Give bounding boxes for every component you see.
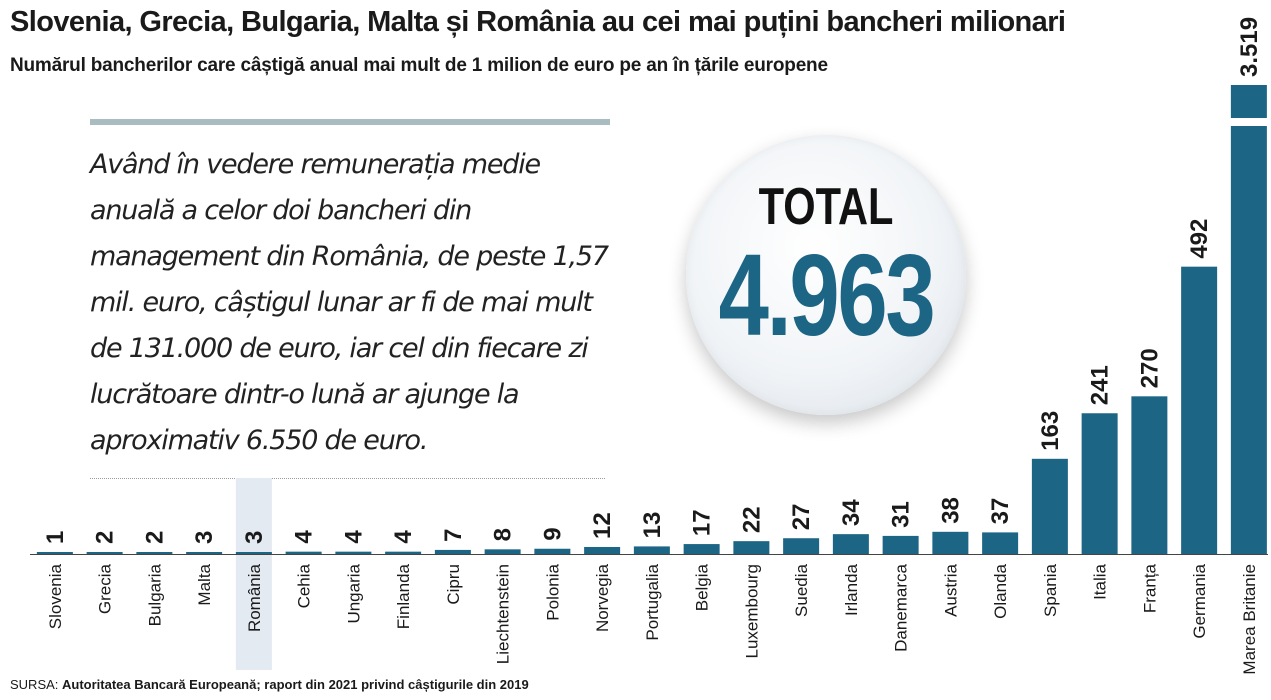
category-label-austria: Austria	[941, 563, 960, 616]
bar-slovenia	[36, 552, 73, 554]
category-label-olanda: Olanda	[991, 563, 1010, 618]
value-label-grecia: 2	[92, 531, 119, 544]
bar-grecia	[86, 552, 123, 554]
source-note: SURSA: Autoritatea Bancară Europeană; ra…	[10, 677, 529, 692]
category-label-norvegia: Norvegia	[593, 563, 612, 632]
bar-olanda	[982, 532, 1019, 554]
value-label-belgia: 17	[689, 509, 716, 536]
value-label-austria: 38	[937, 497, 964, 524]
bar-suedia	[783, 538, 820, 554]
total-badge: TOTAL 4.963	[686, 135, 966, 415]
bar-belgia	[683, 544, 720, 554]
bar-marea-britanie	[1230, 85, 1267, 554]
category-label-belgia: Belgia	[693, 563, 712, 611]
value-label-liechtenstein: 8	[490, 528, 517, 541]
value-label-malta: 3	[191, 531, 218, 544]
value-label-danemarca: 31	[888, 501, 915, 528]
bar-irlanda	[832, 534, 869, 554]
bar-cipru	[434, 549, 471, 554]
bar-romania	[235, 552, 272, 554]
quote-top-rule	[90, 119, 610, 125]
category-label-cehia: Cehia	[295, 563, 314, 608]
category-label-luxembourg: Luxembourg	[742, 564, 761, 659]
value-label-luxembourg: 22	[738, 506, 765, 533]
bar-italia	[1081, 413, 1118, 554]
bar-finlanda	[385, 551, 422, 554]
bar-liechtenstein	[484, 549, 521, 554]
bar-cehia	[285, 551, 322, 554]
category-label-ungaria: Ungaria	[344, 563, 363, 623]
category-label-finlanda: Finlanda	[394, 563, 413, 629]
bar-bulgaria	[136, 552, 173, 554]
value-label-franta: 270	[1136, 348, 1163, 388]
category-label-slovenia: Slovenia	[46, 563, 65, 629]
value-label-cehia: 4	[291, 530, 318, 544]
category-label-grecia: Grecia	[96, 563, 115, 614]
value-label-ungaria: 4	[340, 530, 367, 544]
category-label-franta: Franța	[1140, 563, 1159, 613]
category-label-cipru: Cipru	[444, 564, 463, 605]
total-label: TOTAL	[758, 178, 894, 236]
category-label-danemarca: Danemarca	[892, 563, 911, 651]
highlight-band-romania	[235, 478, 272, 670]
value-label-romania: 3	[241, 531, 268, 544]
value-label-bulgaria: 2	[141, 531, 168, 544]
bar-ungaria	[335, 551, 372, 554]
bar-franta	[1131, 396, 1168, 554]
value-label-norvegia: 12	[589, 512, 616, 539]
category-label-bulgaria: Bulgaria	[145, 563, 164, 626]
category-label-italia: Italia	[1091, 563, 1110, 599]
bar-malta	[186, 552, 223, 554]
value-label-italia: 241	[1087, 365, 1114, 405]
value-label-polonia: 9	[539, 527, 566, 540]
category-label-malta: Malta	[195, 563, 214, 605]
value-label-olanda: 37	[987, 498, 1014, 525]
category-label-polonia: Polonia	[543, 563, 562, 620]
category-label-germania: Germania	[1190, 563, 1209, 638]
category-label-spania: Spania	[1041, 563, 1060, 616]
value-label-cipru: 7	[440, 529, 467, 542]
quote-dotted-divider	[90, 478, 605, 479]
value-label-marea-britanie: 3.519	[1236, 17, 1263, 77]
category-label-suedia: Suedia	[792, 563, 811, 616]
bar-polonia	[534, 548, 571, 554]
bar-germania	[1181, 266, 1218, 554]
axis-break-marea-britanie	[1228, 118, 1269, 126]
value-label-suedia: 27	[788, 504, 815, 531]
value-label-irlanda: 34	[838, 499, 865, 526]
bar-austria	[932, 531, 969, 554]
value-label-germania: 492	[1186, 219, 1213, 259]
chart-title: Slovenia, Grecia, Bulgaria, Malta și Rom…	[10, 6, 1066, 38]
value-label-finlanda: 4	[390, 530, 417, 544]
bar-spania	[1031, 458, 1068, 554]
value-label-spania: 163	[1037, 411, 1064, 451]
bar-danemarca	[882, 535, 919, 554]
bar-luxembourg	[733, 541, 770, 554]
pull-quote: Având în vedere remunerația medie anuală…	[90, 149, 609, 456]
source-prefix: SURSA:	[10, 677, 63, 692]
category-label-marea-britanie: Marea Britanie	[1240, 564, 1259, 675]
chart-subtitle: Numărul bancherilor care câștigă anual m…	[10, 55, 828, 76]
value-label-slovenia: 1	[42, 531, 69, 544]
category-label-irlanda: Irlanda	[842, 563, 861, 616]
total-value: 4.963	[718, 230, 936, 360]
value-label-portugalia: 13	[639, 512, 666, 539]
bar-portugalia	[633, 546, 670, 554]
category-label-liechtenstein: Liechtenstein	[494, 564, 513, 664]
category-label-portugalia: Portugalia	[643, 563, 662, 640]
category-label-romania: România	[245, 563, 264, 632]
bar-norvegia	[584, 546, 621, 554]
source-text: Autoritatea Bancară Europeană; raport di…	[62, 677, 529, 692]
